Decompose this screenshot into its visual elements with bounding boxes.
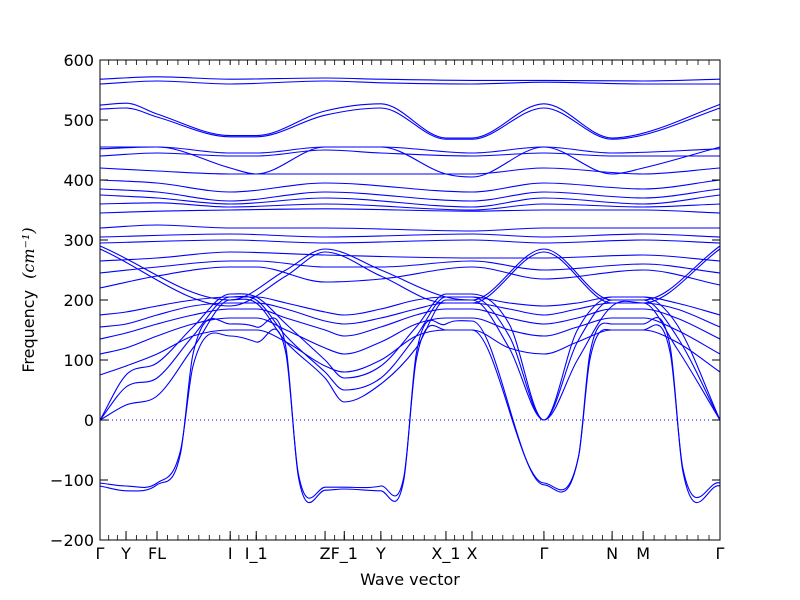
x-tick-label: F_1 bbox=[331, 544, 358, 564]
phonon-band-8 bbox=[99, 308, 721, 340]
y-axis-ticks: −200 −100 0 100 200 300 400 500 600 bbox=[50, 51, 720, 550]
phonon-band-11 bbox=[99, 245, 721, 301]
phonon-band-17 bbox=[99, 233, 721, 238]
phonon-band-28 bbox=[99, 107, 721, 140]
phonon-band-27 bbox=[99, 146, 721, 178]
x-tick-label: Γ bbox=[539, 544, 548, 563]
phonon-band-3 bbox=[99, 298, 721, 421]
phonon-band-22 bbox=[99, 188, 721, 202]
x-tick-label: I_1 bbox=[245, 544, 268, 564]
x-tick-label: Y bbox=[120, 544, 131, 563]
x-tick-label: Γ bbox=[96, 544, 105, 563]
y-tick-label: 600 bbox=[63, 51, 94, 70]
phonon-band-6 bbox=[99, 329, 721, 376]
phonon-band-12 bbox=[99, 248, 721, 307]
y-tick-label: −200 bbox=[50, 531, 94, 550]
y-axis-title-unit: (cm⁻¹) bbox=[19, 227, 38, 278]
phonon-band-31 bbox=[99, 76, 721, 82]
x-tick-label: I bbox=[228, 544, 233, 563]
y-tick-label: 500 bbox=[63, 111, 94, 130]
phonon-band-21 bbox=[99, 194, 721, 208]
phonon-band-19 bbox=[99, 208, 721, 214]
y-tick-label: 0 bbox=[84, 411, 94, 430]
phonon-band-20 bbox=[99, 202, 721, 211]
phonon-band-14 bbox=[99, 260, 721, 274]
x-tick-label: X bbox=[467, 544, 478, 563]
x-tick-label: X_1 bbox=[431, 544, 460, 564]
phonon-band-2 bbox=[99, 317, 721, 504]
x-axis-ticks: Γ Y FL I I_1 Z F_1 Y X_1 X Γ N M Γ bbox=[96, 60, 725, 564]
phonon-band-24 bbox=[99, 167, 721, 175]
x-tick-label: Γ bbox=[716, 544, 725, 563]
y-axis-title-text: Frequency bbox=[19, 290, 38, 373]
phonon-band-13 bbox=[99, 266, 721, 289]
y-tick-label: −100 bbox=[50, 471, 94, 490]
phonon-band-30 bbox=[99, 80, 720, 85]
phonon-band-15 bbox=[99, 251, 721, 262]
x-tick-label: Y bbox=[375, 544, 386, 563]
y-tick-label: 200 bbox=[63, 291, 94, 310]
phonon-band-16 bbox=[99, 239, 721, 244]
phonon-band-29 bbox=[99, 102, 721, 139]
x-tick-label: N bbox=[606, 544, 618, 563]
x-tick-label: Z bbox=[320, 544, 331, 563]
x-tick-label: M bbox=[636, 544, 650, 563]
x-axis-title: Wave vector bbox=[360, 570, 460, 589]
x-tick-label: FL bbox=[148, 544, 166, 563]
phonon-band-7 bbox=[99, 317, 721, 355]
phonon-band-18 bbox=[99, 224, 720, 232]
y-axis-title: Frequency (cm⁻¹) bbox=[19, 227, 38, 372]
phonon-band-23 bbox=[99, 179, 721, 193]
phonon-band-25 bbox=[99, 149, 720, 157]
y-tick-label: 300 bbox=[63, 231, 94, 250]
band-series-group bbox=[99, 76, 721, 504]
y-tick-label: 100 bbox=[63, 351, 94, 370]
y-tick-label: 400 bbox=[63, 171, 94, 190]
